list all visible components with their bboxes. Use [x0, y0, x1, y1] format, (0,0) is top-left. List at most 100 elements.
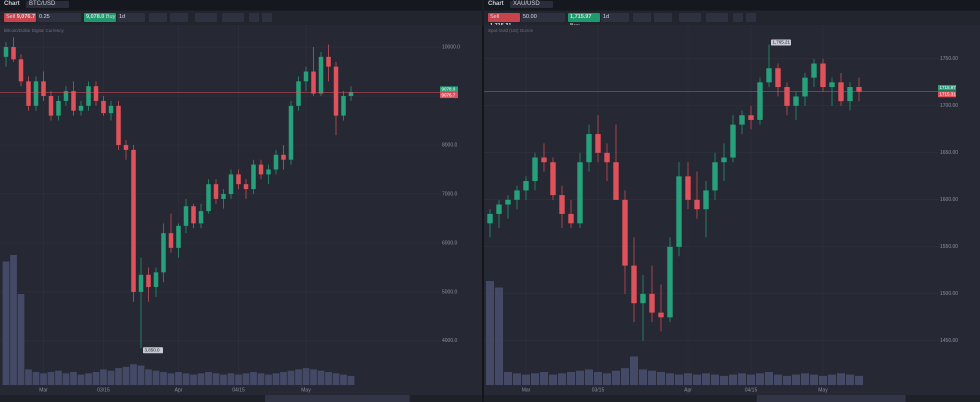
x-tick-label: May: [301, 387, 311, 393]
y-tick-label: 1450.00: [940, 338, 958, 344]
volume-bar: [737, 373, 747, 385]
volume-bar: [791, 374, 801, 385]
tab[interactable]: Chart: [4, 1, 20, 7]
candle-body: [568, 213, 574, 224]
y-tick-label: 10000.0: [442, 44, 460, 50]
toolbar: Sell 1,715.31 50.00 1,715.97 Buy 1d: [484, 11, 980, 29]
candle-body: [273, 154, 279, 170]
candle-body: [595, 134, 601, 153]
candle-body: [281, 154, 286, 160]
x-tick-label: 03/15: [592, 387, 605, 393]
volume-bar: [115, 368, 122, 385]
line-button[interactable]: [706, 13, 728, 22]
candle-body: [18, 59, 24, 82]
volume-bar: [719, 375, 729, 385]
price-tag-label: 1715.31: [940, 92, 957, 97]
volume-bar: [250, 372, 257, 385]
candle-body: [703, 190, 709, 210]
volume-bar: [332, 373, 340, 385]
candle-body: [496, 204, 502, 214]
candle-body: [243, 184, 249, 190]
indicators-button[interactable]: [654, 13, 672, 22]
volume-bar: [656, 372, 666, 385]
candle-body: [318, 56, 324, 94]
buy-button[interactable]: 9,078.0 Buy: [84, 13, 116, 22]
y-tick-label: 5000.0: [442, 289, 458, 295]
symbol-input[interactable]: XAU/USD: [510, 1, 553, 8]
volume-bar: [287, 370, 295, 385]
volume-bar: [272, 373, 280, 385]
candle-body: [802, 77, 808, 97]
lab-button[interactable]: [249, 13, 259, 22]
candle-body: [146, 274, 151, 288]
drawing-button[interactable]: [679, 13, 701, 22]
x-tick-label: Apr: [684, 387, 692, 393]
candle-body: [676, 176, 682, 247]
tab[interactable]: Chart: [488, 1, 504, 7]
candle-body: [631, 265, 637, 304]
candle-body: [108, 105, 114, 114]
price-tag-label: 9076.7: [442, 92, 456, 97]
x-tick-label: Mar: [522, 387, 531, 393]
candle-body: [221, 193, 226, 199]
sell-button[interactable]: Sell 1,715.31: [488, 13, 520, 29]
chart-type-button[interactable]: [633, 13, 651, 22]
candle-body: [766, 68, 772, 83]
candle-body: [487, 213, 493, 224]
interval-select[interactable]: 1d: [117, 13, 145, 22]
x-tick-label: 03/15: [97, 387, 110, 393]
volume-bar: [302, 368, 310, 385]
settings-button[interactable]: [746, 13, 756, 22]
candle-body: [748, 115, 754, 120]
volume-bar: [235, 374, 242, 385]
x-tick-label: 04/15: [745, 387, 758, 393]
buy-button[interactable]: 1,715.97 Buy: [568, 13, 600, 29]
volume-bar: [317, 370, 325, 385]
settings-button[interactable]: [262, 13, 272, 22]
candle-body: [685, 176, 691, 200]
volume-bar: [10, 255, 17, 385]
volume-bar: [683, 373, 693, 385]
candle-body: [236, 174, 241, 185]
volume-bar: [746, 374, 756, 385]
y-tick-label: 4000.0: [442, 338, 458, 344]
x-tick-label: 04/15: [232, 387, 245, 393]
chart-type-button[interactable]: [149, 13, 167, 22]
volume-bar: [566, 372, 576, 385]
sell-button[interactable]: Sell 9,076.7: [4, 13, 36, 22]
panel-divider: [482, 25, 484, 402]
panel-header: Chart XAU/USD: [484, 0, 980, 10]
lab-button[interactable]: [733, 13, 743, 22]
volume-bar: [557, 373, 567, 385]
volume-bar: [160, 372, 167, 385]
volume-bar: [602, 373, 612, 385]
buy-price: 1,715.97: [570, 14, 592, 20]
volume-bar: [62, 373, 70, 385]
drawing-button[interactable]: [195, 13, 217, 22]
volume-bar: [182, 373, 190, 385]
volume-bar: [145, 369, 152, 385]
indicators-button[interactable]: [170, 13, 188, 22]
y-tick-label: 1600.00: [940, 197, 958, 203]
candle-body: [63, 91, 69, 101]
symbol-input[interactable]: BTC/USD: [26, 1, 69, 8]
quantity-input[interactable]: 0.25: [37, 13, 81, 22]
candle-body: [326, 56, 331, 67]
interval-select[interactable]: 1d: [601, 13, 629, 22]
toolbar: Sell 9,076.7 0.25 9,078.0 Buy 1d: [0, 11, 482, 25]
candle-body: [266, 169, 271, 175]
candle-body: [71, 91, 76, 111]
plot-background: [484, 25, 980, 402]
volume-bar: [257, 373, 265, 385]
volume-bar: [242, 373, 250, 385]
volume-bar: [629, 356, 639, 385]
volume-bar: [575, 370, 585, 385]
volume-bar: [494, 287, 504, 385]
volume-bar: [710, 374, 720, 385]
candle-body: [333, 66, 339, 116]
line-button[interactable]: [222, 13, 244, 22]
y-tick-label: 1700.00: [940, 103, 958, 109]
quantity-input[interactable]: 50.00: [521, 13, 565, 22]
navigator: [484, 395, 980, 402]
volume-bar: [220, 374, 227, 385]
